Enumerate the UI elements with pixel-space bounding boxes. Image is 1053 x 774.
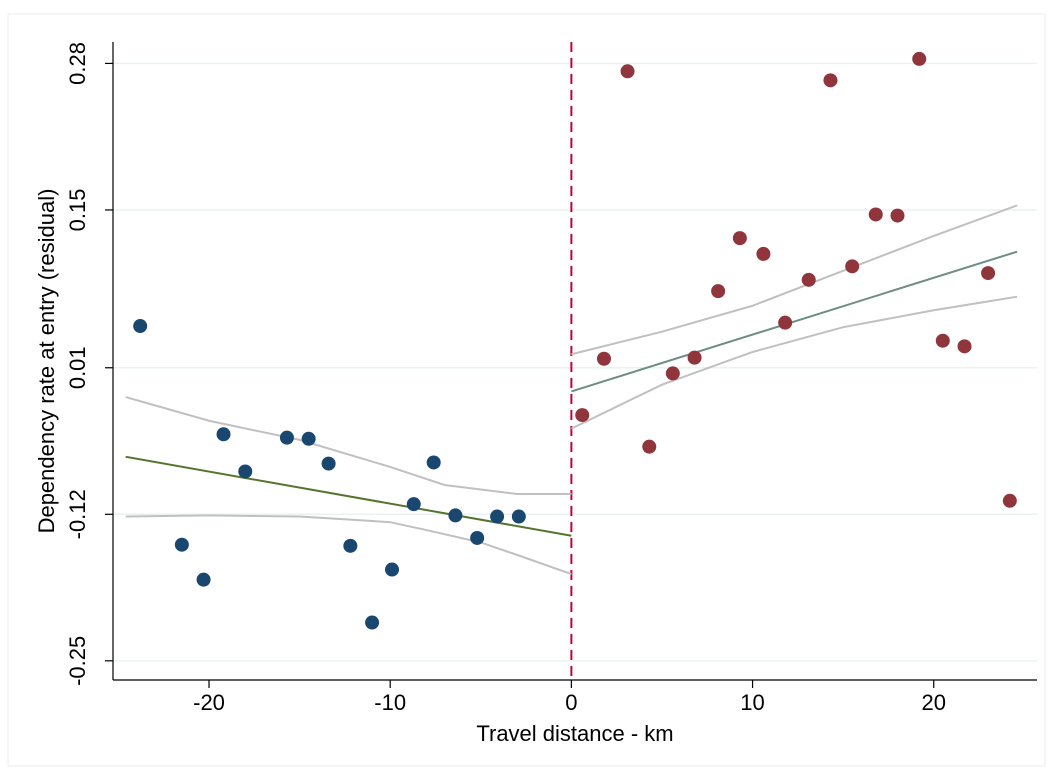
y-tick-label: 0.28: [65, 42, 90, 85]
point: [343, 538, 358, 553]
point: [890, 208, 905, 223]
chart-frame: [7, 13, 1046, 767]
point: [238, 464, 253, 479]
point: [448, 508, 463, 523]
point: [957, 339, 972, 354]
point: [196, 572, 211, 587]
point: [385, 562, 400, 577]
fit-line: [125, 396, 572, 496]
point: [665, 366, 680, 381]
point: [490, 509, 505, 524]
point: [845, 259, 860, 274]
point: [216, 427, 231, 442]
point: [365, 615, 380, 630]
point: [321, 456, 336, 471]
point: [406, 497, 421, 512]
point: [174, 537, 189, 552]
fit-line: [125, 514, 572, 575]
point: [981, 266, 996, 281]
point: [868, 207, 883, 222]
x-tick-label: -20: [193, 690, 225, 715]
y-tick-label: 0.01: [65, 346, 90, 389]
y-tick-label: 0.15: [65, 189, 90, 232]
y-tick-label: -0.12: [65, 489, 90, 539]
point: [711, 284, 726, 299]
point: [801, 272, 816, 287]
y-tick-label: -0.25: [65, 636, 90, 686]
point: [687, 350, 702, 365]
point: [596, 351, 611, 366]
point: [426, 455, 441, 470]
point: [511, 509, 526, 524]
x-tick-label: 10: [740, 690, 764, 715]
y-axis-label: Dependency rate at entry (residual): [34, 189, 59, 534]
x-tick-label: 20: [921, 690, 945, 715]
point: [1002, 493, 1017, 508]
x-tick-label: -10: [374, 690, 406, 715]
point: [470, 530, 485, 545]
point: [620, 64, 635, 79]
fit-line: [571, 204, 1018, 356]
x-tick-label: 0: [565, 690, 577, 715]
point: [756, 246, 771, 261]
point: [935, 333, 950, 348]
point: [642, 439, 657, 454]
point: [133, 319, 148, 334]
point: [732, 231, 747, 246]
point: [912, 51, 927, 66]
point: [279, 430, 294, 445]
point: [575, 408, 590, 423]
point: [778, 315, 793, 330]
point: [301, 431, 316, 446]
fit-line: [571, 250, 1018, 393]
point: [823, 73, 838, 88]
x-axis-label: Travel distance - km: [476, 721, 673, 746]
fit-line: [570, 295, 1018, 430]
